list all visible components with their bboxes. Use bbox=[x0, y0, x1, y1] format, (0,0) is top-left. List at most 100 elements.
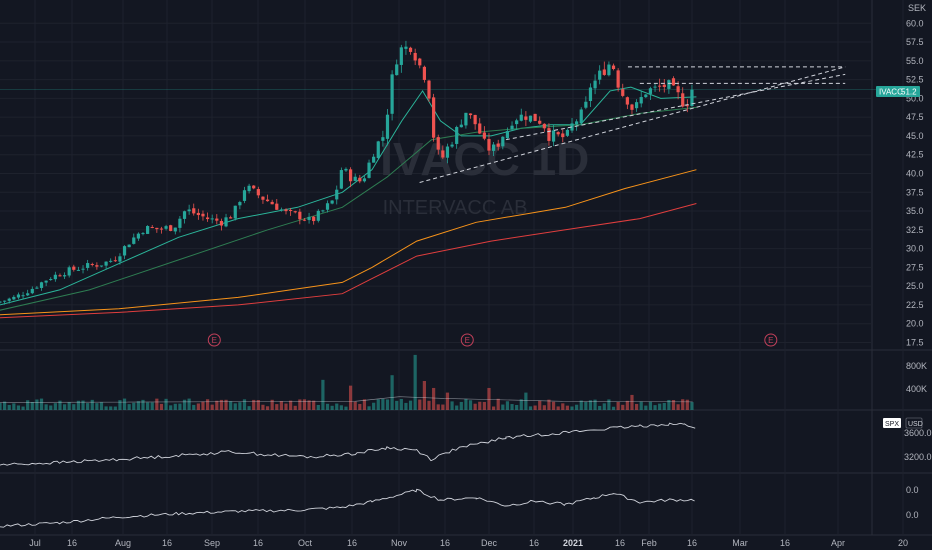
candle-body bbox=[450, 144, 454, 147]
candle-body bbox=[353, 176, 357, 181]
volume-bar bbox=[372, 402, 376, 410]
candle-body bbox=[164, 226, 168, 229]
candle-body bbox=[441, 150, 445, 158]
candle-body bbox=[44, 280, 48, 283]
candle-body bbox=[335, 189, 339, 200]
volume-bar bbox=[528, 406, 533, 410]
candle-body bbox=[99, 265, 104, 267]
volume-bar bbox=[570, 406, 574, 410]
candle-body bbox=[639, 97, 643, 104]
price-tick: 25.0 bbox=[906, 281, 924, 291]
candle-body bbox=[196, 212, 200, 216]
volume-bar bbox=[169, 405, 173, 410]
candle-body bbox=[505, 131, 510, 139]
candle-body bbox=[62, 275, 67, 277]
volume-bar bbox=[556, 406, 560, 410]
volume-bar bbox=[367, 406, 371, 410]
volume-bar bbox=[496, 398, 500, 410]
candle-body bbox=[667, 80, 671, 89]
volume-bar bbox=[16, 405, 21, 410]
volume-bar bbox=[459, 401, 463, 410]
volume-tick: 400K bbox=[906, 384, 927, 394]
trendlines[interactable] bbox=[419, 66, 846, 183]
price-tick: 27.5 bbox=[906, 262, 924, 272]
time-tick: Apr bbox=[831, 538, 845, 548]
candle-body bbox=[26, 293, 30, 296]
volume-bar bbox=[339, 405, 343, 410]
volume-bar bbox=[58, 400, 62, 410]
currency-label: SEK bbox=[908, 3, 926, 13]
volume-bar bbox=[242, 399, 247, 410]
time-tick: 20 bbox=[898, 538, 908, 548]
candle-body bbox=[159, 228, 164, 230]
volume-bar bbox=[362, 399, 367, 410]
candle-body bbox=[279, 209, 283, 211]
volume-bar bbox=[321, 379, 325, 410]
volume-bar bbox=[113, 406, 117, 410]
candle-body bbox=[247, 185, 251, 192]
candle-body bbox=[201, 213, 205, 217]
candle-body bbox=[658, 85, 662, 87]
volume-bar bbox=[95, 403, 99, 410]
trendline-1 bbox=[419, 66, 846, 183]
candle-body bbox=[95, 265, 99, 267]
relative-strength-line bbox=[0, 488, 695, 528]
volume-bars bbox=[0, 354, 694, 410]
candle-body bbox=[233, 205, 237, 219]
candle-body bbox=[344, 168, 348, 171]
candle-body bbox=[491, 144, 496, 151]
candle-body bbox=[611, 65, 616, 70]
candle-body bbox=[224, 217, 228, 227]
time-tick: 16 bbox=[440, 538, 450, 548]
candle-body bbox=[662, 84, 666, 88]
volume-bar bbox=[67, 402, 71, 410]
volume-bar bbox=[662, 402, 666, 410]
spx-symbol: SPX bbox=[885, 421, 899, 428]
volume-bar bbox=[408, 400, 413, 410]
candle-body bbox=[173, 227, 177, 232]
volume-bar bbox=[265, 406, 270, 410]
candle-body bbox=[372, 156, 376, 163]
volume-bar bbox=[598, 405, 602, 410]
candle-body bbox=[265, 199, 270, 202]
candle-body bbox=[90, 264, 94, 266]
candle-body bbox=[422, 66, 426, 80]
volume-bar bbox=[30, 401, 34, 410]
volume-bar bbox=[279, 401, 283, 410]
time-tick: Jul bbox=[29, 538, 41, 548]
candle-body bbox=[496, 143, 500, 147]
candle-body bbox=[316, 210, 320, 221]
time-tick: 16 bbox=[687, 538, 697, 548]
candle-body bbox=[413, 52, 417, 61]
spx-label[interactable]: SPX USD bbox=[883, 417, 923, 429]
volume-bar bbox=[441, 404, 445, 410]
candle-body bbox=[146, 226, 150, 234]
volume-bar bbox=[159, 403, 164, 410]
price-tick: 37.5 bbox=[906, 187, 924, 197]
volume-bar bbox=[118, 400, 122, 410]
price-tick: 57.5 bbox=[906, 37, 924, 47]
volume-bar bbox=[109, 406, 113, 410]
candle-body bbox=[547, 128, 551, 141]
volume-bar bbox=[593, 399, 597, 410]
volume-bar bbox=[53, 403, 57, 410]
moving-averages bbox=[0, 86, 697, 319]
candle-body bbox=[49, 278, 53, 280]
candle-body bbox=[3, 300, 7, 302]
price-tick: 30.0 bbox=[906, 244, 924, 254]
time-tick: Oct bbox=[298, 538, 313, 548]
time-tick: 2021 bbox=[563, 538, 583, 548]
candle-body bbox=[35, 287, 39, 289]
moving-average-line-2 bbox=[0, 106, 697, 311]
candle-body bbox=[330, 200, 334, 204]
candle-body bbox=[418, 58, 422, 66]
volume-bar bbox=[247, 406, 251, 410]
time-tick: Sep bbox=[204, 538, 220, 548]
volume-bar bbox=[487, 387, 491, 410]
volume-bar bbox=[538, 400, 542, 410]
price-tick: 32.5 bbox=[906, 225, 924, 235]
volume-bar bbox=[150, 402, 154, 410]
time-tick: Nov bbox=[391, 538, 408, 548]
